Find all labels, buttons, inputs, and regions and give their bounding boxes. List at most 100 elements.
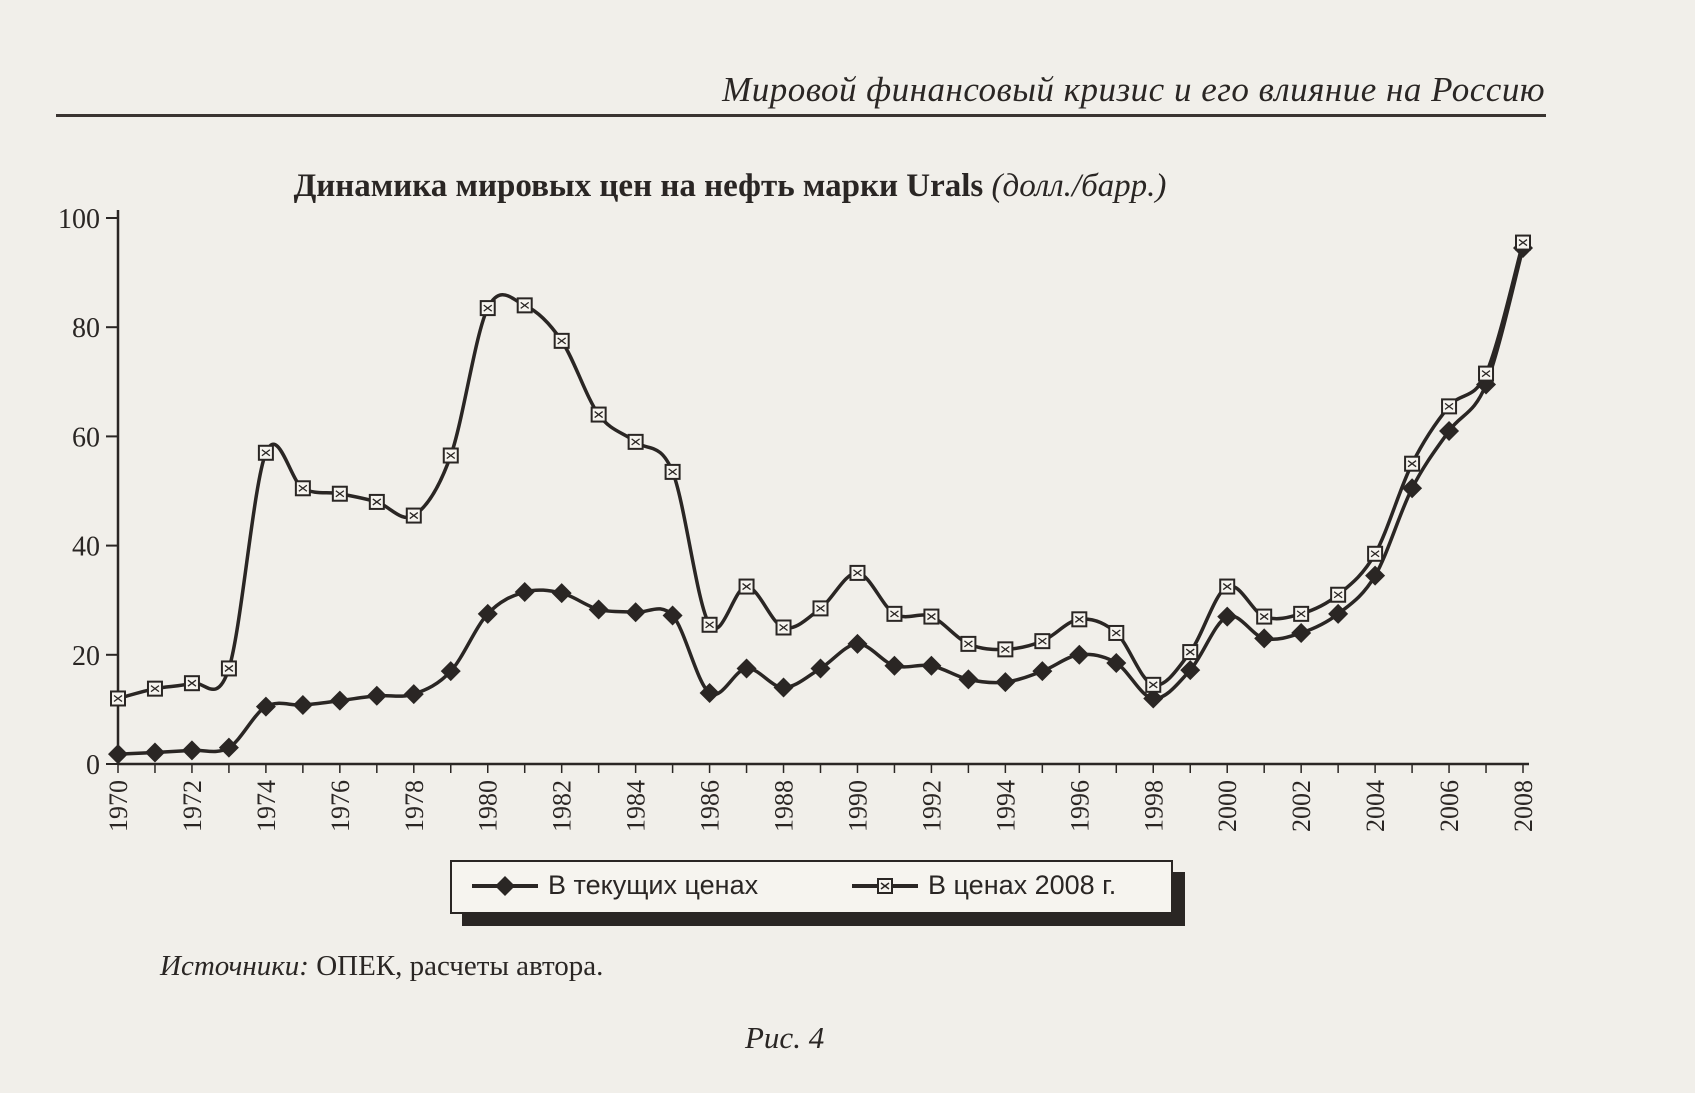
y-tick-label: 80 — [72, 313, 100, 344]
legend-label-current-prices: В текущих ценах — [548, 870, 759, 900]
point-0 — [773, 677, 794, 698]
point-0 — [1180, 660, 1201, 681]
point-hatch-1 — [1333, 591, 1343, 599]
y-tick-label: 0 — [86, 750, 100, 781]
x-tick-label: 1992 — [917, 780, 946, 832]
point-hatch-1 — [261, 449, 271, 457]
point-0 — [1106, 652, 1127, 673]
point-0 — [329, 690, 350, 711]
point-0 — [218, 737, 239, 758]
point-0 — [144, 742, 165, 763]
x-tick-label: 1970 — [104, 780, 133, 832]
point-hatch-1 — [298, 484, 308, 492]
point-hatch-1 — [372, 498, 382, 506]
point-hatch-1 — [1407, 460, 1417, 468]
point-0 — [292, 695, 313, 716]
point-hatch-1 — [1074, 615, 1084, 623]
y-tick-label: 40 — [72, 532, 100, 563]
x-tick-label: 1996 — [1065, 780, 1094, 832]
x-tick-label: 1980 — [474, 780, 503, 832]
x-tick-label: 2004 — [1361, 780, 1390, 832]
point-hatch-1 — [1444, 402, 1454, 410]
point-hatch-1 — [1481, 370, 1491, 378]
sources-label: Источники: — [160, 950, 309, 982]
oil-price-chart: 0 20 40 60 80 100 1970 1972 1974 1976 1978 1980 1982… — [58, 204, 1538, 832]
x-tick-label: 1990 — [843, 780, 872, 832]
point-0 — [884, 655, 905, 676]
point-0 — [1291, 622, 1312, 643]
figure-caption: Рис. 4 — [745, 1020, 825, 1055]
chart-title: Динамика мировых цен на нефть марки Ural… — [0, 168, 1460, 205]
x-tick-label: 1978 — [400, 780, 429, 832]
x-tick-label: 1984 — [622, 780, 651, 832]
point-0 — [1402, 478, 1423, 499]
point-0 — [995, 672, 1016, 693]
point-0 — [403, 684, 424, 705]
point-hatch-1 — [1518, 239, 1528, 247]
point-0 — [1032, 661, 1053, 682]
point-hatch-1 — [853, 569, 862, 577]
chart-legend: В текущих ценах В ценах 2008 г. — [450, 860, 1173, 914]
point-hatch-1 — [594, 411, 604, 419]
point-0 — [477, 603, 498, 624]
point-0 — [108, 744, 128, 765]
point-0 — [440, 661, 461, 682]
point-0 — [1217, 606, 1238, 627]
point-0 — [551, 583, 572, 604]
point-hatch-1 — [446, 451, 456, 460]
x-tick-label: 2002 — [1287, 780, 1316, 832]
point-hatch-1 — [409, 512, 419, 520]
point-hatch-1 — [1296, 610, 1306, 618]
point-hatch-1 — [1259, 613, 1269, 621]
point-hatch-1 — [1148, 681, 1158, 689]
point-hatch-1 — [1222, 583, 1232, 591]
point-0 — [810, 658, 831, 679]
point-hatch-1 — [705, 621, 714, 629]
point-hatch-1 — [890, 610, 899, 618]
point-0 — [1143, 688, 1164, 709]
legend-item-2008-prices: В ценах 2008 г. — [852, 870, 1116, 901]
x-tick-label: 1988 — [770, 780, 799, 832]
x-tick-label: 2008 — [1509, 780, 1538, 832]
x-tick-label: 1986 — [696, 780, 725, 832]
point-0 — [1254, 628, 1275, 649]
point-0 — [588, 599, 609, 620]
chart-title-unit: (долл./барр.) — [991, 168, 1167, 204]
point-0 — [514, 582, 535, 603]
point-0 — [1365, 565, 1386, 586]
point-hatch-1 — [520, 301, 530, 309]
x-tick-label: 2006 — [1435, 780, 1464, 832]
point-hatch-1 — [150, 685, 160, 693]
x-tick-label: 1976 — [326, 780, 355, 832]
point-0 — [1328, 603, 1349, 624]
header-rule — [56, 114, 1546, 117]
point-hatch-1 — [1037, 637, 1047, 645]
point-hatch-1 — [668, 468, 677, 476]
point-hatch-1 — [816, 604, 825, 612]
series-line-0 — [117, 247, 1525, 756]
point-hatch-1 — [335, 490, 345, 498]
point-hatch-1 — [1000, 645, 1010, 653]
x-tick-label: 2000 — [1213, 780, 1242, 832]
point-hatch-1 — [631, 438, 641, 446]
point-hatch-1 — [1111, 629, 1121, 637]
point-hatch-1 — [483, 304, 493, 312]
point-0 — [625, 602, 646, 623]
y-tick-label: 60 — [72, 422, 100, 453]
point-hatch-1 — [927, 613, 936, 621]
sources-note: Источники: ОПЕК, расчеты автора. — [160, 950, 603, 983]
sources-text: ОПЕК, расчеты автора. — [308, 950, 604, 982]
point-hatch-1 — [557, 337, 567, 345]
chart-title-text: Динамика мировых цен на нефть марки Ural… — [293, 168, 984, 204]
x-tick-label: 1972 — [178, 780, 207, 832]
point-hatch-1 — [779, 623, 788, 632]
y-tick-label: 100 — [58, 204, 100, 235]
point-0 — [366, 685, 387, 706]
running-header: Мировой финансовый кризис и его влияние … — [722, 70, 1545, 109]
point-hatch-1 — [1185, 648, 1195, 656]
point-0 — [958, 669, 979, 690]
point-0 — [662, 605, 683, 626]
point-hatch-1 — [1370, 550, 1380, 558]
x-tick-label: 1982 — [548, 780, 577, 832]
point-0 — [255, 696, 276, 717]
